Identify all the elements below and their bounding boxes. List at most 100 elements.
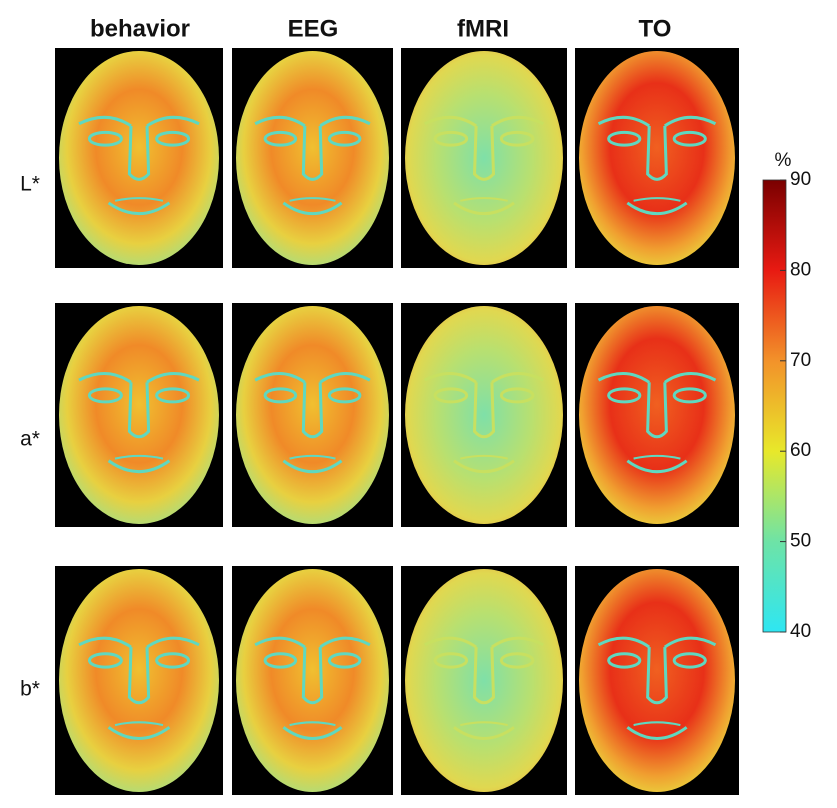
face-feature: [499, 652, 535, 669]
face-feature: [114, 454, 164, 460]
face-feature: [663, 636, 717, 649]
face-feature: [607, 652, 642, 669]
face-map: [575, 48, 739, 268]
face-heatmap: [405, 569, 563, 792]
face-feature: [646, 647, 668, 705]
face-feature: [597, 115, 651, 128]
face-feature: [663, 372, 717, 384]
face-feature: [597, 372, 651, 384]
row-label: L*: [20, 173, 40, 196]
face-feature: [319, 372, 371, 384]
face-feature: [327, 652, 362, 669]
face-feature: [263, 130, 298, 147]
face-feature: [127, 125, 151, 181]
face-feature: [327, 130, 362, 147]
face-feature: [155, 652, 191, 669]
colorbar-tick-label: 80: [790, 259, 811, 280]
row-label: b*: [20, 678, 40, 701]
face-feature: [78, 372, 132, 384]
face-feature: [263, 387, 298, 404]
face-feature: [473, 125, 495, 181]
face-feature: [263, 652, 298, 669]
face-feature: [289, 454, 336, 460]
face-feature: [460, 721, 508, 727]
column-title: fMRI: [457, 15, 509, 42]
face-feature: [663, 115, 717, 128]
face-heatmap: [59, 569, 219, 792]
face-heatmap: [236, 51, 389, 265]
face-feature: [473, 382, 495, 439]
face-feature: [146, 372, 200, 384]
face-feature: [282, 459, 343, 474]
face-map: [401, 48, 567, 268]
column-title: TO: [639, 15, 672, 42]
face-map: [232, 48, 393, 268]
face-feature: [646, 125, 668, 181]
face-feature: [460, 197, 508, 202]
face-map: [575, 566, 739, 795]
face-feature: [107, 459, 171, 474]
face-feature: [319, 636, 371, 649]
face-feature: [301, 125, 324, 181]
face-feature: [87, 652, 123, 669]
face-heatmap: [59, 306, 219, 524]
face-feature: [107, 201, 171, 216]
face-feature: [499, 387, 535, 404]
colorbar-tick-label: 40: [790, 621, 811, 642]
face-feature: [491, 372, 544, 384]
face-feature: [626, 726, 688, 740]
face-feature: [155, 387, 191, 404]
face-feature: [646, 382, 668, 439]
face-feature: [460, 454, 508, 460]
face-feature: [672, 130, 707, 147]
face-feature: [453, 726, 515, 740]
column-title: behavior: [90, 15, 190, 42]
face-feature: [597, 636, 651, 649]
face-feature: [289, 721, 336, 727]
row-label: a*: [20, 428, 40, 451]
face-feature: [499, 130, 535, 147]
colorbar-tick-label: 60: [790, 440, 811, 461]
face-feature: [626, 459, 688, 474]
face-feature: [327, 387, 362, 404]
face-feature: [319, 115, 371, 128]
face-feature: [289, 197, 336, 202]
face-heatmap: [579, 51, 735, 265]
face-feature: [127, 647, 151, 705]
face-feature: [282, 726, 343, 740]
face-heatmap: [579, 569, 735, 792]
face-heatmap: [579, 306, 735, 524]
face-feature: [254, 636, 306, 649]
face-feature: [424, 115, 477, 128]
face-feature: [633, 721, 681, 727]
face-feature: [672, 387, 707, 404]
face-heatmap: [236, 569, 389, 792]
face-map: [575, 303, 739, 527]
face-feature: [282, 201, 343, 216]
face-feature: [433, 652, 469, 669]
face-feature: [114, 197, 164, 202]
colorbar: [762, 179, 787, 633]
face-feature: [107, 726, 171, 740]
face-feature: [633, 454, 681, 460]
face-map: [55, 48, 223, 268]
face-feature: [146, 636, 200, 649]
face-feature: [607, 130, 642, 147]
face-feature: [453, 459, 515, 474]
face-map: [55, 566, 223, 795]
colorbar-tick-label: 90: [790, 169, 811, 190]
face-map: [401, 303, 567, 527]
face-feature: [114, 721, 164, 727]
face-feature: [254, 372, 306, 384]
column-title: EEG: [288, 15, 339, 42]
face-feature: [633, 197, 681, 202]
face-feature: [254, 115, 306, 128]
face-map: [232, 303, 393, 527]
face-feature: [87, 130, 123, 147]
face-feature: [607, 387, 642, 404]
face-feature: [433, 130, 469, 147]
face-feature: [473, 647, 495, 705]
face-heatmap: [405, 51, 563, 265]
face-heatmap: [236, 306, 389, 524]
